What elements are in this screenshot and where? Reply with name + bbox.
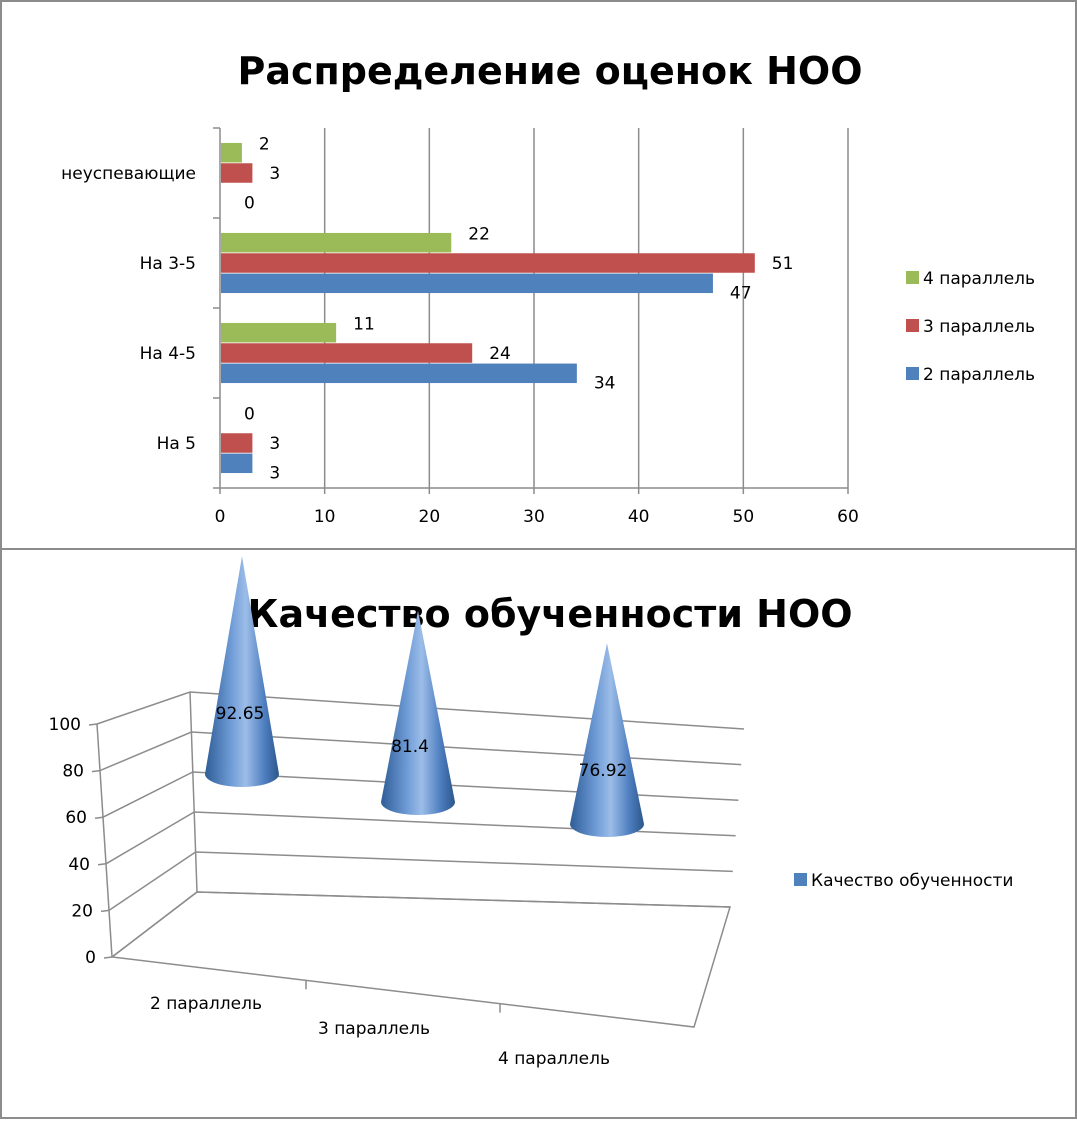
y-tick-label: 40 [68,855,90,875]
bar [221,453,253,474]
y-tick-label: 60 [65,808,87,828]
x-tick-label: 20 [419,507,441,527]
data-label: 3 [269,463,280,483]
data-label: 24 [489,344,511,364]
bar [221,232,452,253]
bar [221,363,577,384]
bar [221,142,242,163]
y-tick-mark [91,769,101,773]
bar [221,343,473,363]
bar [221,433,253,453]
legend-swatch [906,367,919,380]
legend-label: 2 параллель [923,365,1035,385]
learning-quality-svg: Качество обученности НОО 0 20 40 60 80 100 92.… [49,556,1013,1069]
data-label: 81.4 [391,737,429,757]
x-tick-label: 50 [733,507,755,527]
legend-swatch [794,873,807,886]
bar [221,163,253,183]
data-label: 51 [772,254,794,274]
data-label: 3 [269,164,280,184]
chart-title: Качество обученности НОО [247,592,852,636]
data-label: 11 [353,315,375,335]
bar [221,253,755,273]
y-tick-label: 80 [62,762,84,782]
data-label: 47 [730,283,752,303]
gridline [111,891,731,958]
x-tick-label: 30 [523,507,545,527]
y-tick-mark [100,909,110,913]
data-label: 22 [468,225,490,245]
y-tick-mark [94,816,104,819]
data-label: 34 [594,373,616,393]
cone [381,610,455,815]
y-tick-mark [97,863,107,866]
data-label: 92.65 [216,704,265,724]
bar [221,322,337,343]
data-label: 2 [259,135,270,155]
legend-swatch [906,319,919,332]
cone [570,643,644,837]
data-label: 0 [244,193,255,213]
data-label: 0 [244,405,255,425]
left-wall-edge [96,723,113,958]
category-label: неуспевающие [61,164,196,184]
gridline [108,851,733,912]
y-tick-label: 100 [49,715,81,735]
cone [205,556,279,787]
grade-distribution-svg: Распределение оценок НОО 0 10 20 30 40 50 60не… [61,49,1035,527]
y-tick-label: 0 [85,948,96,968]
bar [221,273,713,294]
category-label: На 4-5 [140,344,196,364]
category-label: 2 параллель [150,994,262,1014]
y-tick-mark [88,723,98,726]
data-label: 3 [269,434,280,454]
category-label: 4 параллель [498,1049,610,1069]
learning-quality-chart: Качество обученности НОО 0 20 40 60 80 100 92.… [0,548,1077,1119]
legend-label: Качество обученности [811,871,1013,891]
category-label: На 3-5 [140,254,196,274]
x-tick-label: 60 [837,507,859,527]
y-tick-label: 20 [71,901,93,921]
legend-swatch [906,271,919,284]
back-wall-edge [189,691,198,893]
x-tick-label: 10 [314,507,336,527]
legend-label: 4 параллель [923,269,1035,289]
chart-title: Распределение оценок НОО [237,49,862,93]
legend-label: 3 параллель [923,317,1035,337]
data-label: 76.92 [579,761,628,781]
category-label: 3 параллель [318,1019,430,1039]
x-tick-label: 40 [628,507,650,527]
category-label: На 5 [157,434,196,454]
x-tick-label: 0 [215,507,226,527]
grade-distribution-chart: Распределение оценок НОО 0 10 20 30 40 50 60 не… [0,0,1077,550]
